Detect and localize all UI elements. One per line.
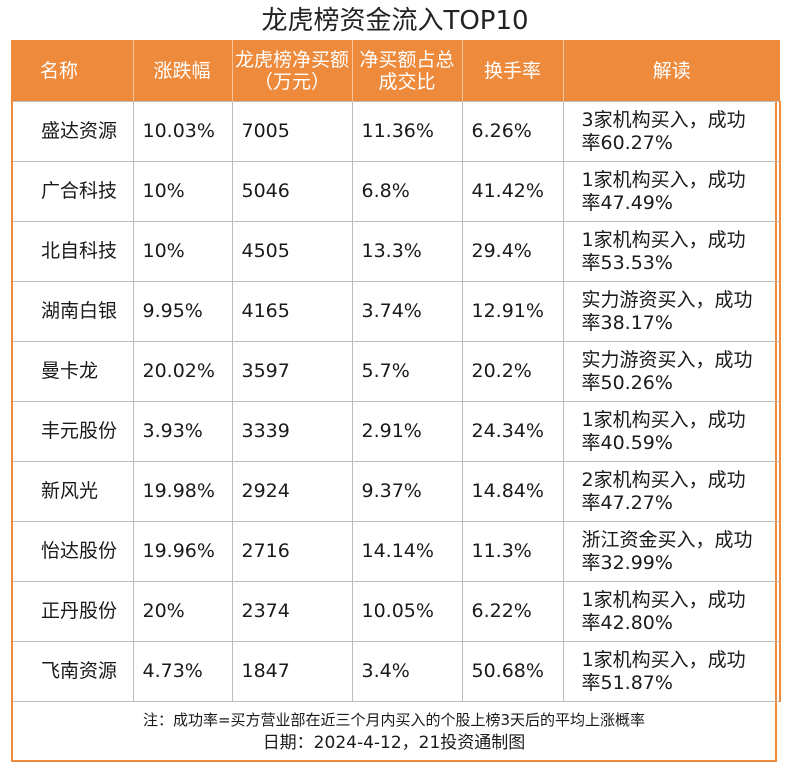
cell-ratio: 9.37% — [351, 461, 463, 522]
cell-ratio: 3.4% — [351, 641, 463, 702]
table-row: 盛达资源 10.03% 7005 11.36% 6.26% 3家机构买入，成功率… — [11, 101, 781, 162]
cell-turnover: 12.91% — [461, 281, 564, 342]
cell-name: 丰元股份 — [11, 401, 134, 462]
cell-net-buy: 7005 — [231, 101, 353, 162]
cell-note: 2家机构买入，成功率47.27% — [562, 461, 781, 522]
header-net-buy: 龙虎榜净买额（万元） — [231, 40, 352, 102]
cell-ratio: 2.91% — [351, 401, 463, 462]
cell-name: 怡达股份 — [11, 521, 134, 582]
cell-turnover: 11.3% — [461, 521, 564, 582]
table-header-row: 名称 涨跌幅 龙虎榜净买额（万元） 净买额占总成交比 换手率 解读 — [12, 40, 780, 102]
cell-net-buy: 3597 — [231, 341, 353, 402]
cell-ratio: 6.8% — [351, 161, 463, 222]
cell-name: 飞南资源 — [11, 641, 134, 702]
cell-change: 19.98% — [132, 461, 233, 522]
cell-note: 1家机构买入，成功率40.59% — [562, 401, 781, 462]
data-table: 名称 涨跌幅 龙虎榜净买额（万元） 净买额占总成交比 换手率 解读 盛达资源 1… — [11, 40, 781, 702]
cell-net-buy: 5046 — [231, 161, 353, 222]
cell-note: 1家机构买入，成功率42.80% — [562, 581, 781, 642]
cell-ratio: 5.7% — [351, 341, 463, 402]
cell-change: 20% — [132, 581, 233, 642]
cell-change: 3.93% — [132, 401, 233, 462]
cell-ratio: 10.05% — [351, 581, 463, 642]
cell-ratio: 11.36% — [351, 101, 463, 162]
header-name: 名称 — [12, 40, 133, 102]
cell-change: 10% — [132, 161, 233, 222]
table-row: 怡达股份 19.96% 2716 14.14% 11.3% 浙江资金买入，成功率… — [11, 521, 781, 582]
footer: 注：成功率=买方营业部在近三个月内买入的个股上榜3天后的平均上涨概率 日期：20… — [13, 702, 775, 754]
cell-net-buy: 4165 — [231, 281, 353, 342]
cell-note: 浙江资金买入，成功率32.99% — [562, 521, 781, 582]
table-row: 新风光 19.98% 2924 9.37% 14.84% 2家机构买入，成功率4… — [11, 461, 781, 522]
cell-ratio: 13.3% — [351, 221, 463, 282]
cell-change: 4.73% — [132, 641, 233, 702]
cell-name: 新风光 — [11, 461, 134, 522]
footnote: 注：成功率=买方营业部在近三个月内买入的个股上榜3天后的平均上涨概率 — [142, 711, 646, 729]
cell-turnover: 6.22% — [461, 581, 564, 642]
source-date: 日期：2024-4-12，21投资通制图 — [262, 733, 526, 753]
cell-turnover: 14.84% — [461, 461, 564, 522]
cell-note: 1家机构买入，成功率51.87% — [562, 641, 781, 702]
cell-change: 10% — [132, 221, 233, 282]
header-ratio: 净买额占总成交比 — [351, 40, 462, 102]
cell-net-buy: 2374 — [231, 581, 353, 642]
cell-turnover: 50.68% — [461, 641, 564, 702]
cell-turnover: 41.42% — [461, 161, 564, 222]
cell-turnover: 20.2% — [461, 341, 564, 402]
cell-turnover: 24.34% — [461, 401, 564, 462]
cell-note: 1家机构买入，成功率47.49% — [562, 161, 781, 222]
cell-net-buy: 2716 — [231, 521, 353, 582]
table-row: 广合科技 10% 5046 6.8% 41.42% 1家机构买入，成功率47.4… — [11, 161, 781, 222]
cell-turnover: 29.4% — [461, 221, 564, 282]
header-note: 解读 — [562, 40, 780, 102]
cell-net-buy: 2924 — [231, 461, 353, 522]
cell-name: 北自科技 — [11, 221, 134, 282]
cell-name: 正丹股份 — [11, 581, 134, 642]
table-row: 正丹股份 20% 2374 10.05% 6.22% 1家机构买入，成功率42.… — [11, 581, 781, 642]
cell-change: 20.02% — [132, 341, 233, 402]
cell-net-buy: 4505 — [231, 221, 353, 282]
table-row: 北自科技 10% 4505 13.3% 29.4% 1家机构买入，成功率53.5… — [11, 221, 781, 282]
cell-turnover: 6.26% — [461, 101, 564, 162]
cell-net-buy: 3339 — [231, 401, 353, 462]
cell-note: 实力游资买入，成功率38.17% — [562, 281, 781, 342]
table-row: 丰元股份 3.93% 3339 2.91% 24.34% 1家机构买入，成功率4… — [11, 401, 781, 462]
cell-ratio: 3.74% — [351, 281, 463, 342]
cell-name: 湖南白银 — [11, 281, 134, 342]
header-turnover: 换手率 — [461, 40, 563, 102]
cell-net-buy: 1847 — [231, 641, 353, 702]
cell-ratio: 14.14% — [351, 521, 463, 582]
cell-note: 3家机构买入，成功率60.27% — [562, 101, 781, 162]
cell-name: 广合科技 — [11, 161, 134, 222]
cell-name: 曼卡龙 — [11, 341, 134, 402]
cell-change: 19.96% — [132, 521, 233, 582]
header-change: 涨跌幅 — [132, 40, 232, 102]
page-title: 龙虎榜资金流入TOP10 — [261, 6, 529, 36]
cell-change: 9.95% — [132, 281, 233, 342]
table-row: 湖南白银 9.95% 4165 3.74% 12.91% 实力游资买入，成功率3… — [11, 281, 781, 342]
cell-name: 盛达资源 — [11, 101, 134, 162]
table-row: 曼卡龙 20.02% 3597 5.7% 20.2% 实力游资买入，成功率50.… — [11, 341, 781, 402]
cell-change: 10.03% — [132, 101, 233, 162]
cell-note: 1家机构买入，成功率53.53% — [562, 221, 781, 282]
table-row: 飞南资源 4.73% 1847 3.4% 50.68% 1家机构买入，成功率51… — [11, 641, 781, 702]
cell-note: 实力游资买入，成功率50.26% — [562, 341, 781, 402]
